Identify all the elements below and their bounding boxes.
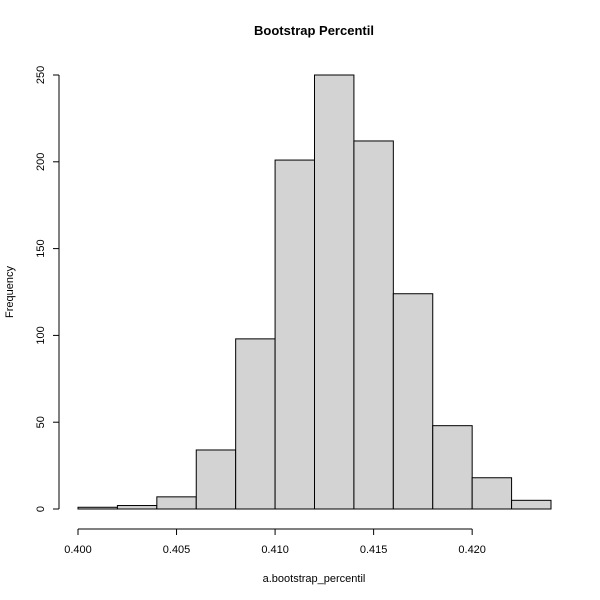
- histogram-bar: [353, 140, 394, 510]
- y-axis-label: Frequency: [4, 266, 16, 318]
- y-tick-label: 50: [35, 416, 47, 428]
- histogram-bar: [116, 505, 158, 510]
- x-tick-label: 0.420: [458, 544, 486, 556]
- x-tick-label: 0.410: [261, 544, 289, 556]
- x-tick-label: 0.415: [360, 544, 388, 556]
- chart-title: Bootstrap Percentil: [254, 23, 374, 38]
- histogram-bar: [392, 293, 434, 510]
- histogram-bar: [511, 499, 552, 510]
- x-tick-label: 0.400: [64, 544, 92, 556]
- y-tick-label: 100: [35, 326, 47, 344]
- histogram-bar: [195, 449, 237, 510]
- y-tick-label: 200: [35, 153, 47, 171]
- y-tick-label: 0: [35, 506, 47, 512]
- x-axis-label: a.bootstrap_percentil: [263, 573, 366, 585]
- y-tick-label: 250: [35, 66, 47, 84]
- histogram-bar: [314, 74, 355, 510]
- bars-group: [77, 74, 552, 510]
- x-axis: 0.400 0.405 0.410 0.415 0.420: [64, 528, 486, 556]
- y-tick-label: 150: [35, 239, 47, 257]
- y-axis: 0 50 100 150 200 250: [35, 66, 60, 512]
- histogram-bar: [274, 159, 316, 510]
- histogram-bar: [235, 338, 276, 510]
- histogram-bar: [156, 496, 197, 510]
- histogram-bar: [471, 477, 513, 510]
- histogram-bar: [432, 425, 473, 510]
- histogram-bar: [77, 506, 118, 510]
- x-tick-label: 0.405: [163, 544, 191, 556]
